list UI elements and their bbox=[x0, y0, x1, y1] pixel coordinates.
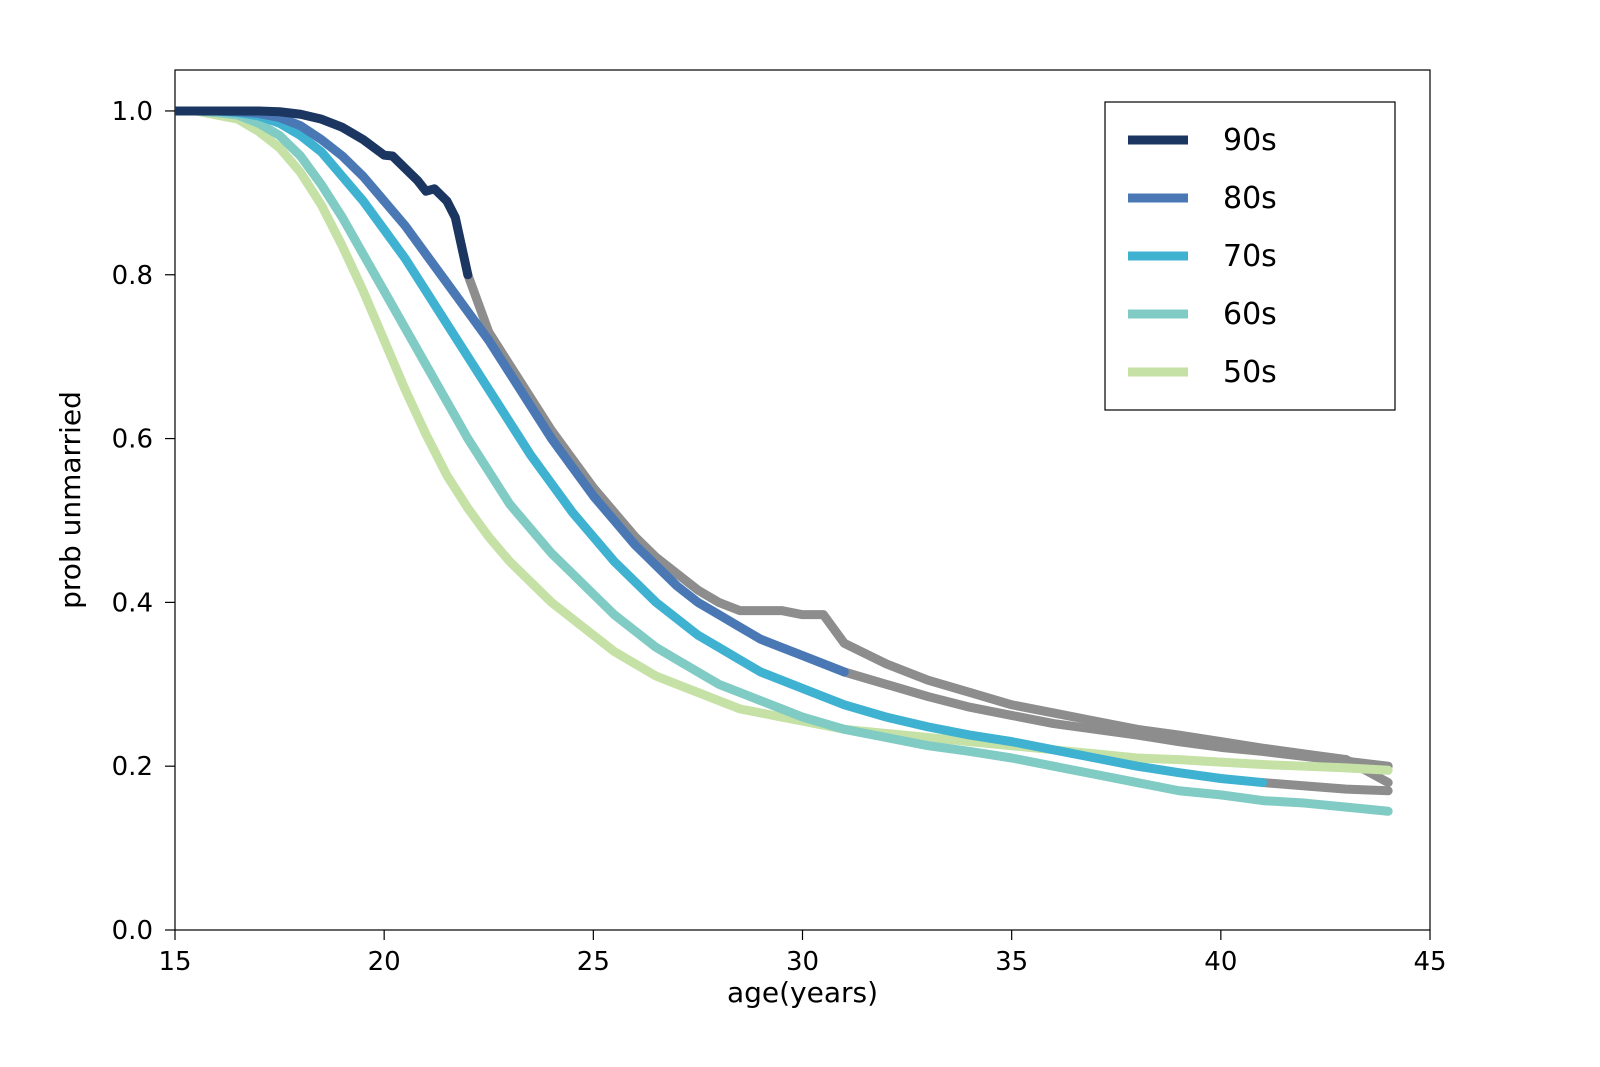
x-tick-label: 15 bbox=[158, 947, 191, 977]
y-tick-label: 0.6 bbox=[112, 425, 153, 455]
legend-label-60s: 60s bbox=[1223, 297, 1277, 332]
y-tick-label: 0.0 bbox=[112, 916, 153, 946]
legend-label-80s: 80s bbox=[1223, 181, 1277, 216]
y-tick-label: 1.0 bbox=[112, 97, 153, 127]
y-axis-label: prob unmarried bbox=[54, 391, 87, 609]
x-tick-label: 40 bbox=[1204, 947, 1237, 977]
y-tick-label: 0.2 bbox=[112, 752, 153, 782]
legend-label-70s: 70s bbox=[1223, 239, 1277, 274]
line-chart: 15 20 25 30 35 40 45 0.0 0.2 0.4 0.6 0.8 1.0 age(year… bbox=[0, 0, 1600, 1067]
x-tick-label: 35 bbox=[995, 947, 1028, 977]
y-tick-label: 0.4 bbox=[112, 588, 153, 618]
x-tick-label: 20 bbox=[368, 947, 401, 977]
legend-label-50s: 50s bbox=[1223, 355, 1277, 390]
chart-container: 15 20 25 30 35 40 45 0.0 0.2 0.4 0.6 0.8 1.0 age(year… bbox=[0, 0, 1600, 1067]
x-tick-label: 25 bbox=[577, 947, 610, 977]
legend-label-90s: 90s bbox=[1223, 123, 1277, 158]
x-tick-label: 30 bbox=[786, 947, 819, 977]
x-axis-label: age(years) bbox=[727, 976, 878, 1009]
x-tick-label: 45 bbox=[1413, 947, 1446, 977]
y-tick-label: 0.8 bbox=[112, 261, 153, 291]
